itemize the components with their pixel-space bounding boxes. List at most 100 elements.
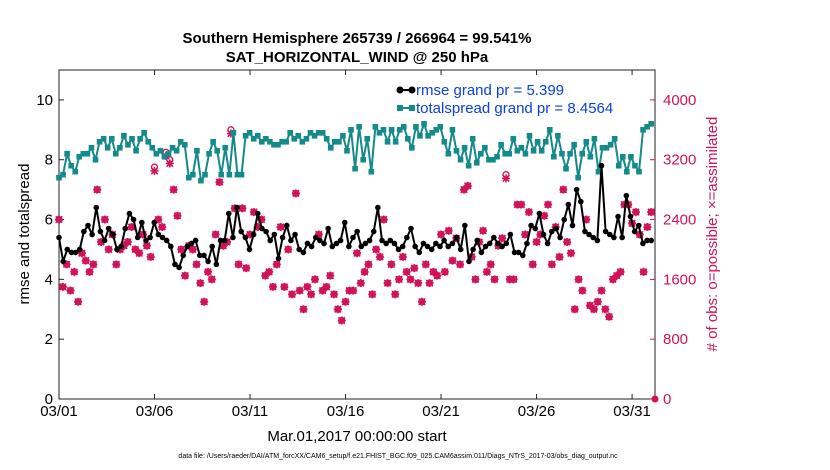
- obs-assimilated-point: [211, 230, 220, 239]
- obs-assimilated-point: [502, 174, 510, 183]
- totalspread-point: [372, 124, 379, 130]
- series-totalspread: [56, 120, 654, 184]
- totalspread-point: [230, 130, 237, 136]
- rmse-point: [569, 222, 576, 229]
- obs-assimilated-point: [647, 208, 656, 217]
- rmse-point: [366, 237, 373, 244]
- totalspread-point: [190, 171, 196, 178]
- rmse-point: [139, 219, 145, 226]
- data-file-footnote: data file: /Users/raeder/DAI/ATM_forcXX/…: [178, 453, 618, 460]
- totalspread-point: [125, 141, 131, 148]
- obs-assimilated-point: [219, 241, 228, 250]
- chart-title-line2: SAT_HORIZONTAL_WIND @ 250 hPa: [226, 49, 489, 66]
- rmse-point: [635, 222, 642, 229]
- rmse-point: [192, 237, 199, 244]
- rmse-point: [263, 228, 269, 235]
- totalspread-point: [538, 147, 545, 154]
- rmse-point: [495, 240, 501, 247]
- totalspread-point: [486, 156, 492, 163]
- rmse-point: [358, 243, 365, 250]
- totalspread-point: [222, 144, 229, 151]
- totalspread-point: [546, 127, 553, 133]
- totalspread-point: [68, 162, 74, 169]
- totalspread-point: [344, 147, 350, 154]
- obs-assimilated-point: [62, 260, 71, 269]
- rmse-point: [548, 228, 555, 235]
- rmse-point: [515, 249, 522, 256]
- totalspread-point: [473, 159, 480, 166]
- obs-assimilated-point: [265, 267, 274, 276]
- legend-totalspread-label: totalspread grand pr = 8.4564: [416, 100, 613, 117]
- totalspread-point: [141, 130, 147, 136]
- obs-assimilated-point: [77, 249, 86, 258]
- totalspread-point: [429, 130, 435, 136]
- obs-assimilated-point: [528, 260, 537, 269]
- rmse-point: [250, 231, 257, 238]
- totalspread-point: [129, 135, 135, 142]
- totalspread-point: [607, 141, 614, 148]
- legend-box: [394, 78, 626, 116]
- rmse-point: [499, 243, 505, 250]
- rmse-point: [474, 237, 481, 244]
- obs-assimilated-point: [349, 286, 358, 295]
- obs-assimilated-point: [261, 271, 270, 280]
- rmse-point: [466, 258, 472, 265]
- totalspread-point: [149, 144, 156, 151]
- obs-assimilated-point: [375, 252, 384, 261]
- rmse-point: [155, 231, 162, 238]
- rmse-point: [482, 243, 489, 250]
- obs-assimilated-point: [536, 230, 545, 239]
- obs-assimilated-point: [177, 245, 186, 254]
- obs-assimilated-point: [58, 282, 67, 291]
- totalspread-point: [356, 124, 362, 130]
- rmse-point: [391, 240, 398, 247]
- totalspread-point: [210, 138, 216, 145]
- obs-assimilated-point: [276, 223, 285, 232]
- totalspread-point: [279, 138, 285, 145]
- obs-assimilated-point: [578, 286, 587, 295]
- totalspread-point: [133, 147, 139, 154]
- totalspread-point: [198, 177, 204, 184]
- totalspread-point: [368, 168, 375, 175]
- totalspread-point: [165, 150, 172, 157]
- obs-assimilated-point: [509, 275, 518, 284]
- totalspread-point: [218, 171, 225, 178]
- totalspread-point: [303, 135, 310, 142]
- rmse-point: [168, 243, 174, 250]
- obs-assimilated-point: [173, 211, 182, 220]
- rmse-point: [553, 225, 559, 232]
- totalspread-point: [400, 124, 407, 130]
- x-axis-label: Mar.01,2017 00:00:00 start: [267, 428, 447, 445]
- rmse-point: [511, 249, 518, 256]
- y-right-tick-label: 3200: [663, 152, 696, 169]
- rmse-point: [317, 237, 323, 244]
- obs-assimilated-point: [223, 237, 232, 246]
- totalspread-point: [242, 133, 249, 139]
- obs-assimilated-point: [165, 159, 174, 168]
- rmse-point: [350, 234, 356, 241]
- rmse-point: [586, 231, 592, 238]
- rmse-point: [445, 243, 452, 250]
- totalspread-point: [530, 147, 537, 154]
- rmse-point: [97, 228, 104, 235]
- obs-assimilated-point: [299, 305, 308, 314]
- totalspread-point: [640, 127, 646, 133]
- obs-assimilated-point: [612, 271, 621, 280]
- rmse-point: [217, 237, 224, 244]
- rmse-point: [205, 258, 211, 265]
- obs-assimilated-point: [456, 260, 465, 269]
- obs-assimilated-point: [482, 267, 491, 276]
- y-axis-left-label: rmse and totalspread: [16, 164, 33, 305]
- totalspread-point: [206, 150, 212, 157]
- rmse-point: [209, 243, 216, 250]
- totalspread-point: [332, 138, 338, 145]
- rmse-point: [292, 231, 298, 238]
- totalspread-point: [340, 133, 346, 139]
- x-tick-label: 03/01: [40, 403, 78, 420]
- totalspread-point: [490, 156, 496, 163]
- obs-assimilated-point: [544, 200, 553, 209]
- obs-assimilated-point: [433, 271, 442, 280]
- rmse-point: [640, 240, 646, 247]
- totalspread-point: [417, 133, 423, 139]
- obs-assimilated-point: [192, 260, 201, 269]
